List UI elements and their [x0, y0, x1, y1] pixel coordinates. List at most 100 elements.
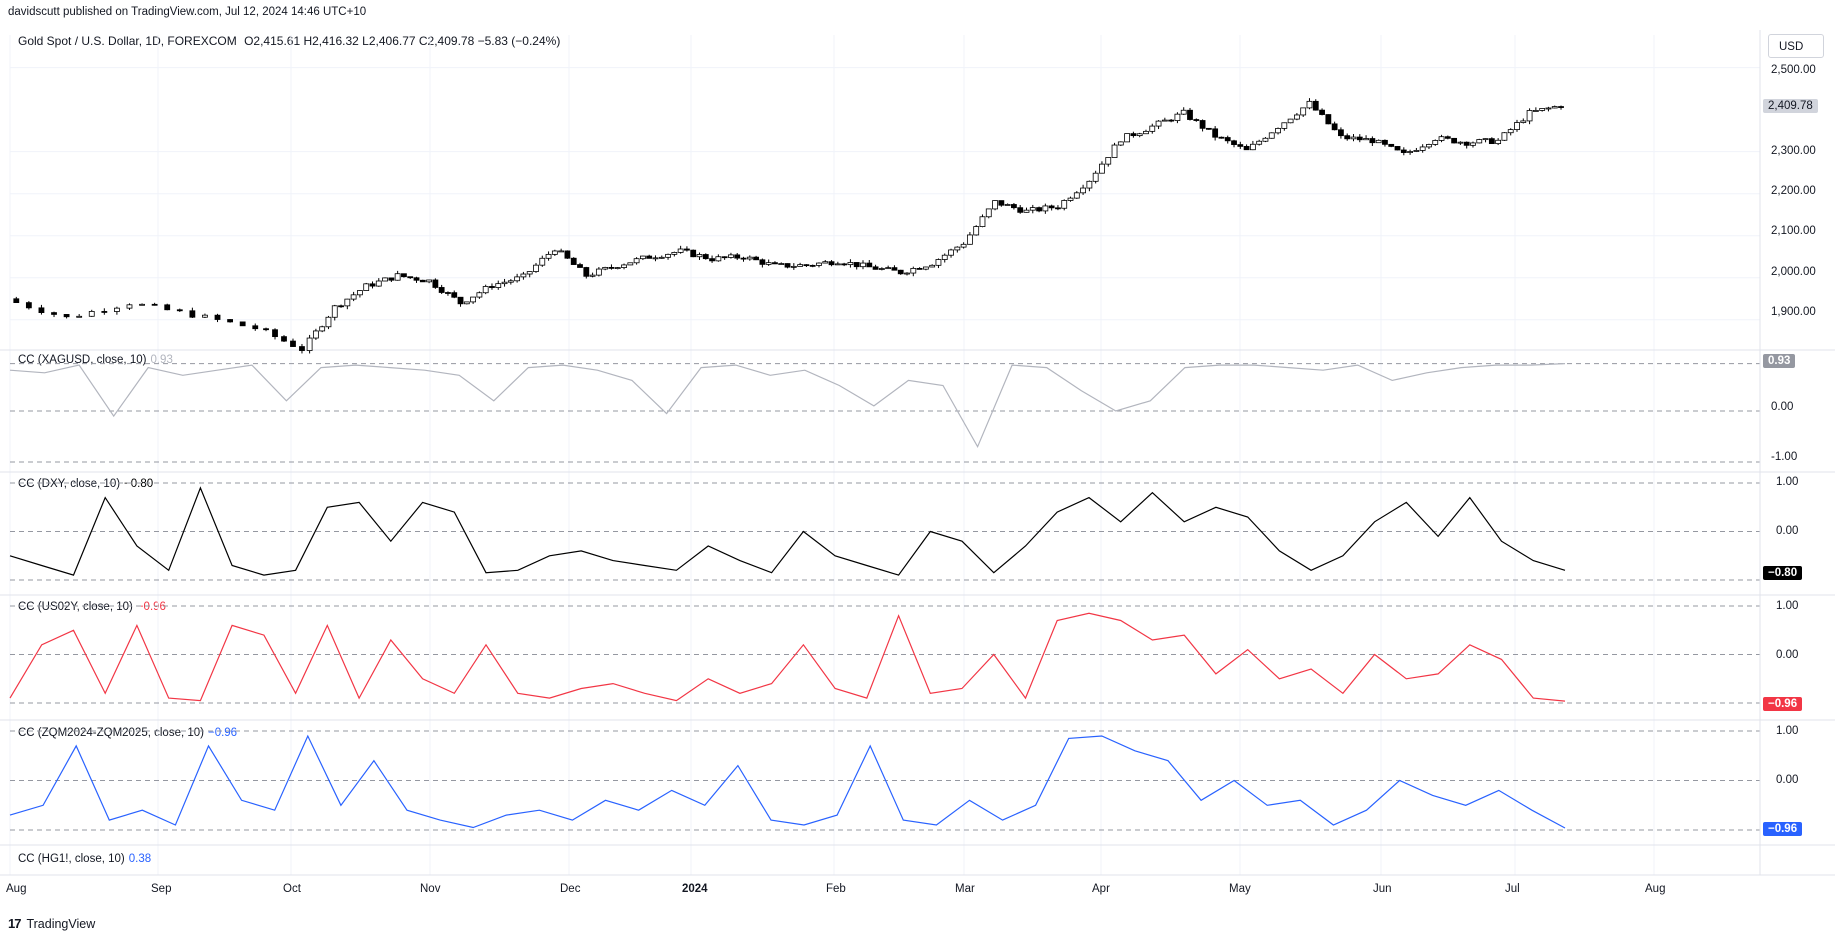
candle-body [954, 246, 961, 251]
candle-body [935, 259, 942, 266]
candle-body [1099, 163, 1105, 174]
candle-body [533, 264, 539, 272]
candle-body [1130, 133, 1137, 137]
pane-legend-xagusd[interactable]: CC (XAGUSD, close, 10) 0.93 [18, 354, 173, 366]
candle-body [526, 271, 533, 275]
candle-body [853, 262, 860, 268]
candle-body [721, 256, 728, 259]
price-tick: 2,300.00 [1771, 145, 1816, 157]
candle-body [545, 253, 552, 259]
candle-body [633, 258, 640, 264]
candle-body [1048, 205, 1055, 209]
candle-body [621, 264, 627, 268]
candle-body [1124, 133, 1131, 143]
candle-body [401, 273, 407, 278]
candle-body [388, 277, 395, 281]
candle-body [847, 262, 854, 266]
candle-body [696, 254, 703, 258]
candle-body [1507, 129, 1514, 134]
candle-body [407, 276, 414, 279]
candle-body [1407, 151, 1413, 153]
candle-body [1067, 197, 1074, 201]
pane-tick: -1.00 [1771, 451, 1798, 463]
candle-body [834, 263, 841, 266]
correlation-line [9, 612, 1566, 702]
candle-body [1325, 114, 1332, 125]
candle-body [614, 267, 621, 269]
candle-body [1180, 109, 1187, 115]
pane-legend-us02y[interactable]: CC (US02Y, close, 10) −0.96 [18, 601, 166, 613]
currency-button[interactable]: USD [1768, 34, 1824, 58]
candle-body [1080, 187, 1086, 194]
candle-body [1319, 109, 1325, 115]
candle-body [306, 337, 313, 351]
candle-body [1205, 127, 1212, 130]
candle-body [1218, 136, 1225, 139]
pane-separators [0, 30, 1835, 876]
price-candles [13, 98, 1564, 354]
candle-body [809, 264, 816, 267]
candle-body [1463, 141, 1470, 146]
candle-body [1413, 150, 1420, 152]
candle-body [312, 330, 319, 339]
candle-body [1224, 137, 1231, 142]
candle-body [1488, 138, 1495, 145]
candle-body [941, 254, 948, 260]
candle-body [1187, 109, 1193, 120]
candle-body [1438, 136, 1445, 141]
candle-body [1256, 140, 1263, 145]
candle-body [1275, 128, 1281, 134]
candle-body [646, 255, 653, 259]
candle-body [1017, 207, 1024, 213]
ohlc-values: O2,415.61 H2,416.32 L2,406.77 C2,409.78 … [244, 34, 561, 48]
candle-body [1539, 108, 1546, 111]
candle-body [973, 226, 980, 236]
candle-body [1105, 157, 1112, 165]
candle-body [1306, 100, 1313, 109]
candle-body [1268, 132, 1275, 139]
candle-body [76, 315, 83, 318]
candle-body [164, 304, 171, 311]
candle-body [778, 263, 785, 265]
candle-body [558, 250, 565, 253]
price-tick: 2,100.00 [1771, 225, 1816, 237]
candle-body [1356, 136, 1363, 141]
main-legend[interactable]: Gold Spot / U.S. Dollar, 1D, FOREXCOM O2… [18, 34, 560, 48]
pane-legend-hg1[interactable]: CC (HG1!, close, 10) 0.38 [18, 853, 151, 865]
candle-body [514, 276, 521, 282]
price-tick: 1,900.00 [1771, 306, 1816, 318]
candle-body [1061, 200, 1068, 209]
candle-body [13, 298, 20, 304]
candle-body [1369, 138, 1376, 144]
brand-name: TradingView [26, 916, 96, 931]
candle-body [1161, 119, 1168, 122]
candle-body [299, 346, 305, 351]
symbol-description[interactable]: Gold Spot / U.S. Dollar, 1D, FOREXCOM [18, 34, 237, 48]
pane-legend-zqm[interactable]: CC (ZQM2024-ZQM2025, close, 10) −0.96 [18, 727, 237, 739]
tradingview-logo[interactable]: 17 TradingView [8, 916, 95, 931]
correlation-line [9, 734, 1566, 829]
candle-body [202, 314, 208, 318]
candle-body [1136, 133, 1143, 137]
candle-body [1526, 110, 1533, 122]
candle-body [445, 292, 451, 294]
candle-body [1457, 141, 1464, 144]
candle-body [904, 272, 910, 275]
time-tick: Sep [151, 883, 172, 895]
chart-grid [9, 35, 1760, 875]
candle-body [891, 267, 898, 271]
candle-body [419, 279, 426, 283]
pane-legend-dxy[interactable]: CC (DXY, close, 10) −0.80 [18, 478, 153, 490]
pane-tick: 1.00 [1776, 725, 1799, 737]
candle-body [784, 263, 791, 268]
pane-value: −0.96 [207, 727, 238, 739]
pane-title: CC (XAGUSD, close, 10) [18, 354, 147, 366]
candle-body [677, 248, 684, 253]
candle-body [715, 256, 722, 262]
candle-body [369, 283, 376, 287]
candle-body [1029, 207, 1036, 211]
candle-body [489, 286, 495, 288]
candle-body [470, 296, 477, 303]
correlation-lines [9, 363, 1566, 829]
